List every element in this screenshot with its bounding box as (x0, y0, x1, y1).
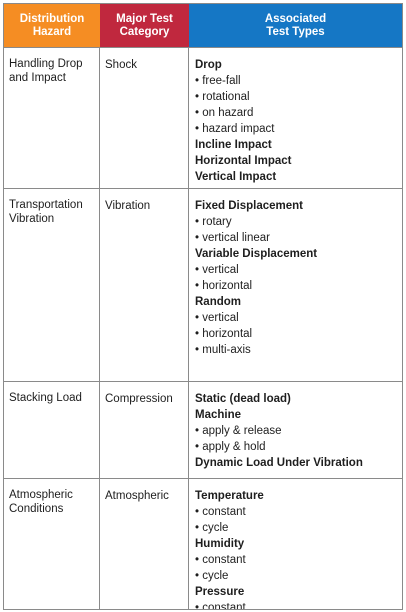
table-row: Transportation Vibration Vibration Fixed D… (4, 189, 402, 382)
table-header: Distribution Hazard Major Test Category … (4, 4, 402, 48)
test-type-heading: Horizontal Impact (195, 155, 292, 167)
test-type-item: horizontal (195, 326, 397, 342)
header-associated-test-types: Associated Test Types (189, 4, 402, 47)
test-types-table: Distribution Hazard Major Test Category … (3, 3, 403, 610)
hazard-cell: Stacking Load (4, 382, 100, 478)
table-row: Stacking Load Compression Static (dead loa… (4, 382, 402, 479)
test-type-item: horizontal (195, 278, 397, 294)
hazard-cell: Transportation Vibration (4, 189, 100, 381)
test-type-heading: Dynamic Load Under Vibration (195, 457, 363, 469)
test-type-heading: Vertical Impact (195, 171, 277, 183)
table-row: Atmospheric Conditions Atmospheric Tempera… (4, 479, 402, 609)
test-type-item: cycle (195, 520, 397, 536)
test-types-cell: Fixed Displacement rotaryvertical linear V… (189, 189, 402, 381)
test-type-heading: Variable Displacement (195, 248, 318, 260)
test-type-heading: Temperature (195, 490, 264, 502)
test-type-heading: Static (dead load) (195, 393, 291, 405)
test-type-item: rotational (195, 89, 397, 105)
category-cell: Vibration (100, 189, 189, 381)
header-major-test-category: Major Test Category (100, 4, 189, 47)
test-type-item: free-fall (195, 73, 397, 89)
category-cell: Atmospheric (100, 479, 189, 609)
test-type-item: vertical linear (195, 230, 397, 246)
test-types-cell: TemperatureconstantcycleHumidityconstant… (189, 479, 402, 609)
test-type-item: constant (195, 552, 397, 568)
test-type-heading: Fixed Displacement (195, 200, 304, 212)
test-type-item: apply & hold (195, 439, 397, 455)
test-type-heading: Random (195, 296, 241, 308)
test-type-item: multi-axis (195, 342, 397, 358)
test-type-heading: Incline Impact (195, 139, 272, 151)
test-type-item: cycle (195, 568, 397, 584)
test-type-item: hazard impact (195, 121, 397, 137)
test-type-heading: Humidity (195, 538, 245, 550)
test-type-heading: Drop (195, 59, 222, 71)
test-types-cell: Static (dead load) Machine apply & release… (189, 382, 402, 478)
test-type-item: vertical (195, 310, 397, 326)
test-type-item: constant (195, 600, 397, 609)
test-type-item: constant (195, 504, 397, 520)
test-type-item: rotary (195, 214, 397, 230)
test-type-item: apply & release (195, 423, 397, 439)
test-type-heading: Machine (195, 409, 242, 421)
category-cell: Compression (100, 382, 189, 478)
category-cell: Shock (100, 48, 189, 188)
header-distribution-hazard: Distribution Hazard (4, 4, 100, 47)
test-types-cell: Drop free-fallrotationalon hazardhazard i… (189, 48, 402, 188)
test-type-item: vertical (195, 262, 397, 278)
test-type-item: on hazard (195, 105, 397, 121)
hazard-cell: Handling Drop and Impact (4, 48, 100, 188)
test-type-heading: Pressure (195, 586, 245, 598)
hazard-cell: Atmospheric Conditions (4, 479, 100, 609)
